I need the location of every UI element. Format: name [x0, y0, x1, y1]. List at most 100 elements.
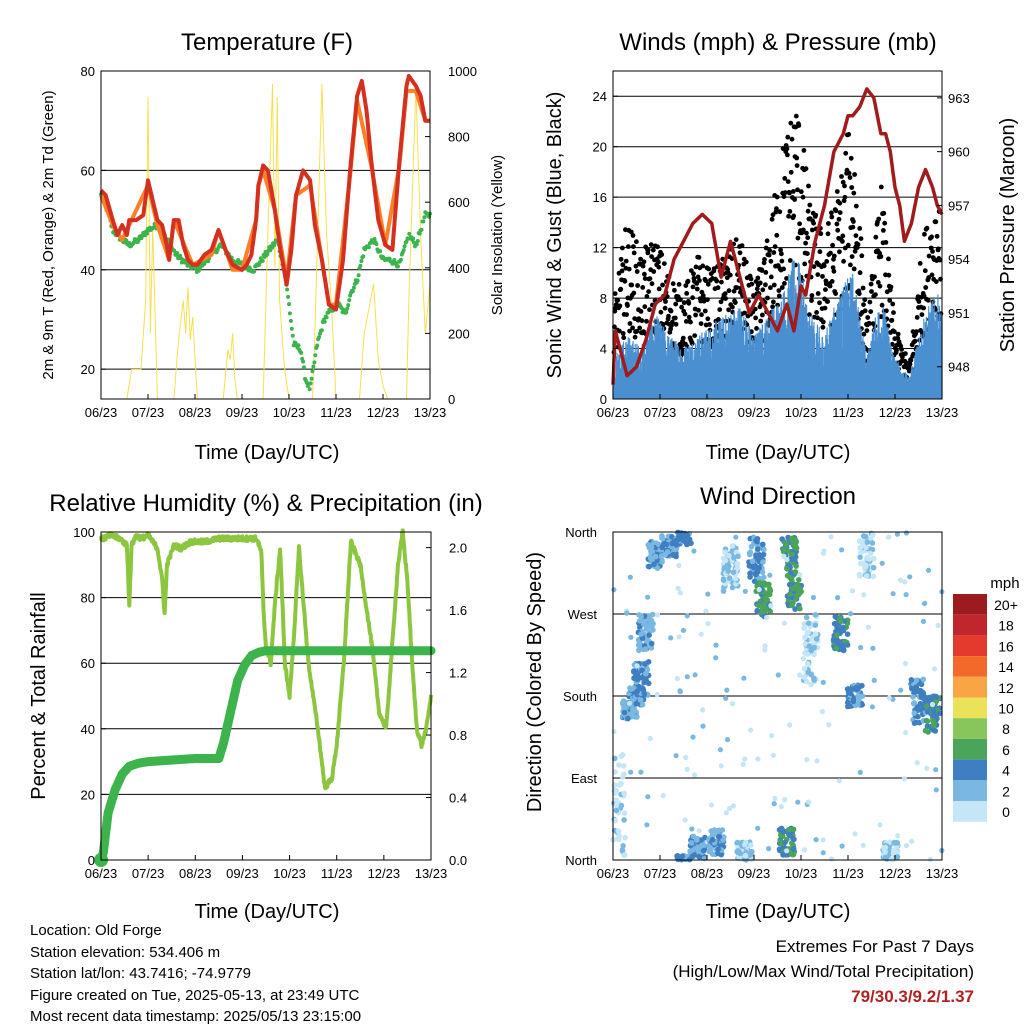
winds-x-tick-label: 09/23	[738, 405, 771, 420]
temperature-x-tick-label: 10/23	[273, 405, 306, 420]
wind-direction-point	[863, 573, 870, 579]
wind-direction-point	[748, 727, 754, 733]
wind-direction-tick-label: North	[565, 853, 597, 868]
gust-point	[626, 266, 632, 272]
wind-direction-point	[671, 552, 677, 559]
wind-direction-point	[778, 825, 785, 832]
humidity-xlabel: Time (Day/UTC)	[195, 901, 340, 923]
gust-point	[803, 166, 809, 172]
gust-point	[734, 285, 740, 291]
gust-point	[776, 288, 782, 293]
humidity-x-tick-label: 13/23	[415, 866, 448, 881]
wind-direction-point	[642, 617, 648, 624]
gust-point	[886, 272, 892, 278]
gust-point	[742, 310, 747, 316]
wind-direction-point	[756, 565, 762, 571]
wind-direction-point	[784, 566, 790, 572]
gust-point	[668, 326, 673, 332]
wind-direction-point	[866, 556, 873, 562]
wind-direction-point	[647, 555, 654, 562]
wind-direction-point	[633, 701, 639, 707]
wind-direction-point	[755, 602, 762, 609]
gust-point	[631, 250, 637, 256]
gust-point	[884, 308, 889, 314]
gust-point	[831, 253, 837, 259]
wind-direction-point	[724, 687, 730, 693]
wind-direction-point	[644, 622, 651, 629]
wind-direction-point	[798, 588, 804, 595]
wind-direction-x-tick-label: 08/23	[691, 866, 724, 881]
gust-point	[621, 335, 627, 341]
gust-point	[768, 285, 773, 291]
wind-direction-point	[715, 846, 721, 853]
winds-left-tick-label: 24	[593, 89, 607, 104]
gust-point	[791, 213, 797, 219]
wind-direction-point	[898, 687, 904, 693]
gust-point	[790, 189, 796, 194]
gust-point	[696, 255, 702, 260]
gust-point	[669, 319, 675, 325]
station-info: Location: Old Forge Station elevation: 5…	[30, 920, 361, 1028]
gust-point	[919, 312, 925, 317]
wind-direction-point	[930, 717, 936, 724]
wind-direction-point	[622, 701, 628, 707]
wind-direction-point	[932, 728, 939, 734]
wind-direction-point	[840, 624, 846, 631]
wind-direction-point	[869, 704, 876, 710]
gust-point	[726, 288, 732, 294]
gust-point	[929, 234, 934, 240]
gust-point	[813, 212, 819, 218]
wind-direction-point	[696, 853, 702, 860]
gust-point	[668, 308, 674, 314]
wind-direction-point	[625, 715, 631, 722]
wind-direction-point	[859, 702, 865, 708]
wind-direction-point	[882, 848, 888, 855]
pressure-line	[611, 87, 944, 385]
gust-point	[930, 249, 935, 254]
gust-point	[933, 279, 939, 284]
gust-point	[644, 318, 649, 324]
dewpoint-point	[287, 302, 291, 307]
wind-direction-point	[903, 843, 910, 849]
humidity-ylabel-left: Percent & Total Rainfall	[28, 592, 50, 800]
gust-point	[830, 242, 835, 248]
speed-legend-swatch	[953, 801, 987, 822]
wind-direction-point	[870, 532, 876, 538]
wind-direction-point	[615, 828, 622, 834]
pressure-series	[611, 87, 944, 385]
wind-direction-point	[790, 851, 797, 858]
wind-direction-point	[626, 700, 633, 706]
wind-direction-point	[782, 796, 788, 803]
speed-legend-swatch	[953, 594, 987, 615]
gust-point	[772, 244, 778, 250]
temperature-left-tick-label: 80	[81, 64, 95, 79]
wind-direction-point	[830, 637, 837, 643]
gust-point	[826, 221, 831, 226]
wind-direction-title: Wind Direction	[700, 483, 856, 510]
gust-point	[771, 282, 777, 288]
gust-point	[658, 309, 664, 315]
winds-left-tick-label: 8	[600, 291, 607, 306]
wind-direction-point	[918, 694, 925, 700]
gust-point	[768, 274, 774, 280]
wind-direction-point	[733, 534, 739, 540]
wind-direction-point	[733, 576, 739, 582]
gust-point	[782, 190, 788, 196]
wind-direction-point	[804, 660, 811, 667]
gust-point	[853, 203, 859, 209]
wind-direction-point	[844, 631, 851, 637]
gust-point	[779, 251, 784, 257]
winds-x-tick-label: 06/23	[597, 405, 630, 420]
wind-direction-point	[756, 586, 762, 593]
wind-direction-point	[660, 793, 666, 799]
gust-point	[847, 175, 853, 180]
humidity-right-tick-label: 0.4	[449, 791, 467, 806]
dewpoint-point	[359, 259, 364, 263]
gust-point	[853, 233, 859, 239]
wind-direction-point	[741, 675, 747, 681]
gust-point	[617, 303, 623, 309]
gust-point	[630, 325, 635, 331]
station-elevation: Station elevation: 534.406 m	[30, 943, 221, 961]
wind-direction-y-ticks: North East South West North	[563, 525, 618, 868]
wind-direction-point	[805, 669, 812, 676]
